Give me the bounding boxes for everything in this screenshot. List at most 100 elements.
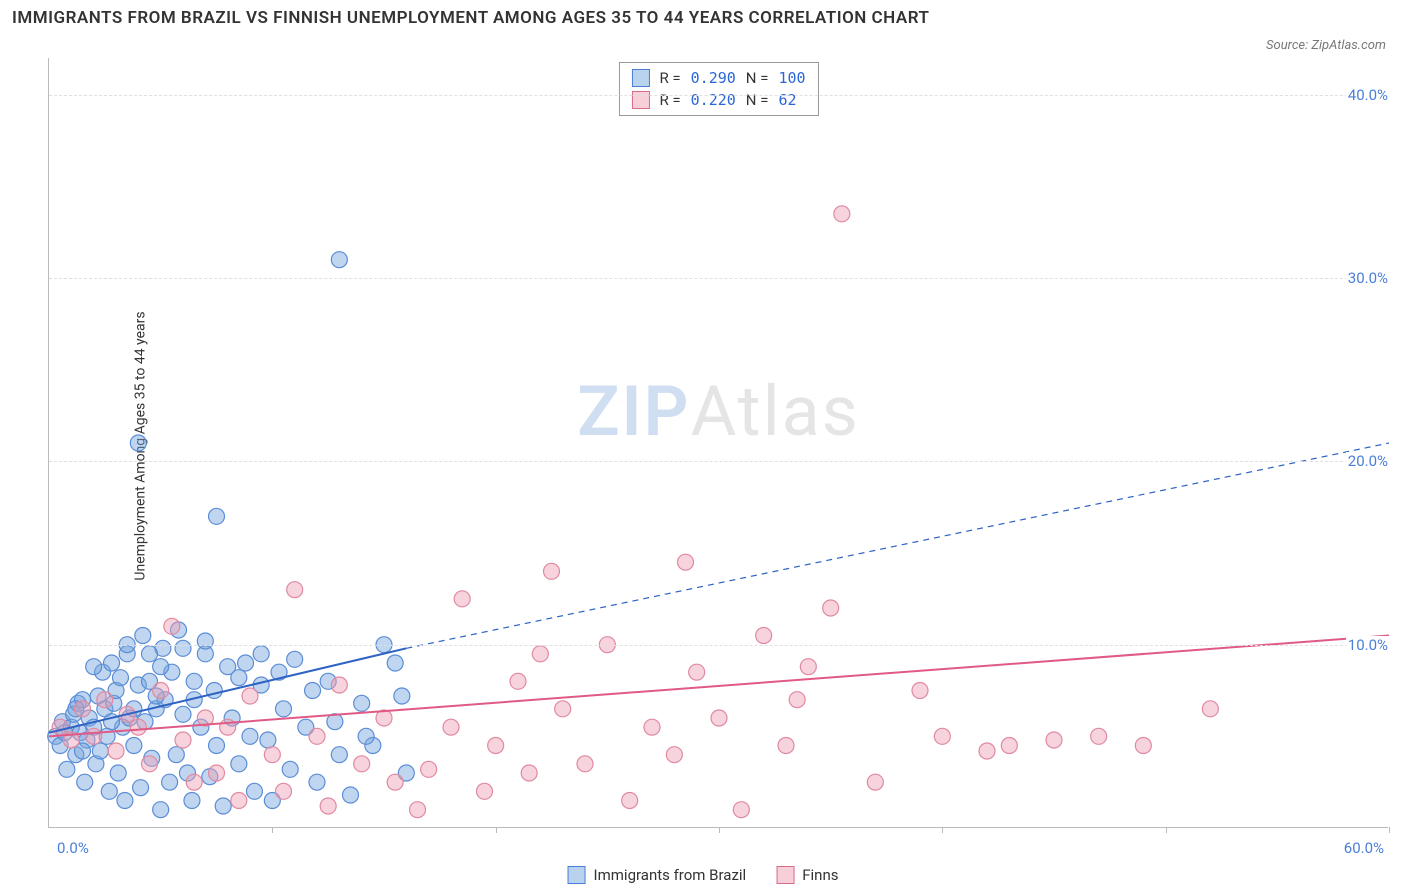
- x-tick: [272, 827, 273, 833]
- data-point: [126, 738, 142, 754]
- data-point: [387, 655, 403, 671]
- swatch-icon: [776, 866, 794, 884]
- data-point: [175, 640, 191, 656]
- data-point: [92, 743, 108, 759]
- data-point: [320, 798, 336, 814]
- data-point: [305, 683, 321, 699]
- data-point: [130, 435, 146, 451]
- x-tick: [1389, 827, 1390, 833]
- data-point: [117, 793, 133, 809]
- data-point: [175, 706, 191, 722]
- data-point: [1046, 732, 1062, 748]
- data-point: [101, 783, 117, 799]
- data-point: [246, 783, 262, 799]
- swatch-icon: [568, 866, 586, 884]
- data-point: [331, 252, 347, 268]
- data-point: [242, 728, 258, 744]
- data-point: [130, 719, 146, 735]
- data-point: [153, 683, 169, 699]
- data-point: [343, 787, 359, 803]
- x-tick: [496, 827, 497, 833]
- data-point: [823, 600, 839, 616]
- legend-item-brazil: Immigrants from Brazil: [568, 866, 747, 884]
- x-axis-min-label: 0.0%: [57, 839, 89, 857]
- data-point: [358, 728, 374, 744]
- y-tick-label: 40.0%: [1346, 86, 1390, 104]
- data-point: [979, 743, 995, 759]
- data-point: [112, 670, 128, 686]
- data-point: [197, 633, 213, 649]
- data-point: [276, 783, 292, 799]
- legend-item-finns: Finns: [776, 866, 838, 884]
- gridline: [49, 461, 1388, 462]
- data-point: [260, 732, 276, 748]
- data-point: [1091, 728, 1107, 744]
- data-point: [242, 688, 258, 704]
- data-point: [206, 683, 222, 699]
- data-point: [104, 655, 120, 671]
- legend-label: Finns: [802, 866, 838, 884]
- data-point: [142, 756, 158, 772]
- data-point: [309, 728, 325, 744]
- data-point: [789, 692, 805, 708]
- data-point: [164, 618, 180, 634]
- data-point: [410, 802, 426, 818]
- legend-label: Immigrants from Brazil: [594, 866, 747, 884]
- data-point: [231, 793, 247, 809]
- data-point: [282, 761, 298, 777]
- y-tick-label: 10.0%: [1346, 636, 1390, 654]
- data-point: [331, 747, 347, 763]
- data-point: [108, 743, 124, 759]
- data-point: [421, 761, 437, 777]
- x-tick: [942, 827, 943, 833]
- x-tick: [1166, 827, 1167, 833]
- data-point: [331, 677, 347, 693]
- series-legend: Immigrants from Brazil Finns: [568, 866, 839, 884]
- data-point: [510, 673, 526, 689]
- data-point: [133, 780, 149, 796]
- chart-plot-area: ZIPAtlas R = 0.290 N = 100 R = 0.220 N =…: [48, 58, 1388, 828]
- data-point: [77, 774, 93, 790]
- data-point: [238, 655, 254, 671]
- data-point: [577, 756, 593, 772]
- data-point: [689, 664, 705, 680]
- chart-title: IMMIGRANTS FROM BRAZIL VS FINNISH UNEMPL…: [12, 8, 929, 28]
- data-point: [454, 591, 470, 607]
- y-tick-label: 30.0%: [1346, 269, 1390, 287]
- data-point: [59, 761, 75, 777]
- data-point: [644, 719, 660, 735]
- data-point: [309, 774, 325, 790]
- data-point: [477, 783, 493, 799]
- data-point: [488, 738, 504, 754]
- data-point: [666, 747, 682, 763]
- data-point: [209, 508, 225, 524]
- data-point: [231, 670, 247, 686]
- data-point: [867, 774, 883, 790]
- data-point: [287, 582, 303, 598]
- data-point: [711, 710, 727, 726]
- data-point: [153, 802, 169, 818]
- data-point: [1001, 738, 1017, 754]
- data-point: [186, 673, 202, 689]
- data-point: [756, 628, 772, 644]
- data-point: [276, 701, 292, 717]
- data-point: [354, 695, 370, 711]
- gridline: [49, 278, 1388, 279]
- data-point: [394, 688, 410, 704]
- data-point: [934, 728, 950, 744]
- data-point: [778, 738, 794, 754]
- data-point: [52, 719, 68, 735]
- data-point: [678, 554, 694, 570]
- data-point: [231, 756, 247, 772]
- data-point: [834, 206, 850, 222]
- data-point: [209, 765, 225, 781]
- data-point: [555, 701, 571, 717]
- data-point: [75, 701, 91, 717]
- data-point: [162, 774, 178, 790]
- data-point: [209, 738, 225, 754]
- data-point: [443, 719, 459, 735]
- x-tick: [719, 827, 720, 833]
- y-tick-label: 20.0%: [1346, 452, 1390, 470]
- gridline: [49, 95, 1388, 96]
- data-point: [1135, 738, 1151, 754]
